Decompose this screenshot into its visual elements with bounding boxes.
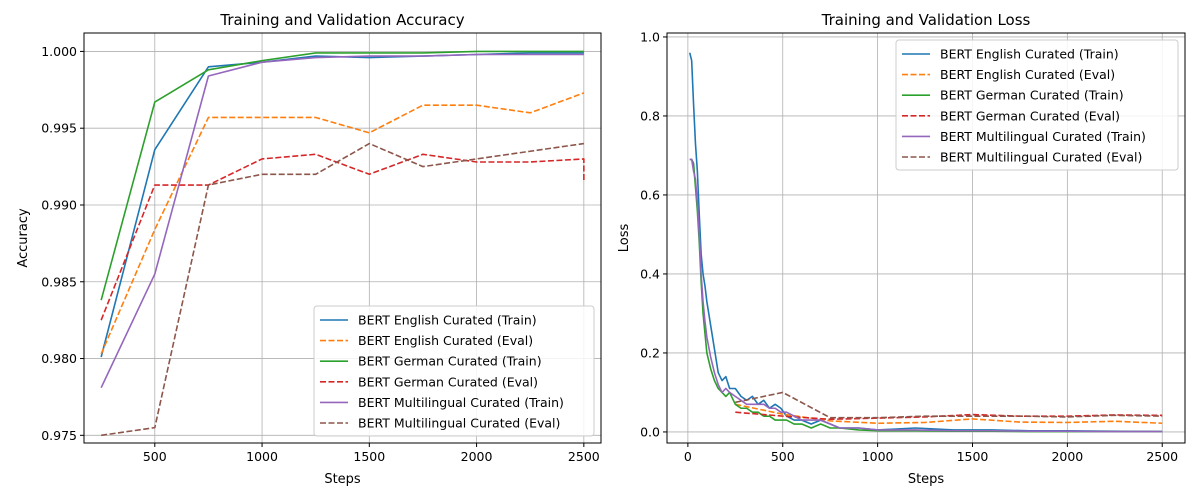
legend-label-5: BERT Multilingual Curated (Eval) [940, 150, 1142, 165]
legend-label-0: BERT English Curated (Train) [358, 313, 537, 328]
series-line-2 [100, 50, 584, 301]
y-tick-label: 1.000 [41, 44, 77, 59]
accuracy-chart: 500 1000 1500 2000 2500 0.975 0.980 0.985 0.990 0… [16, 11, 602, 487]
x-tick-label: 1500 [957, 449, 989, 464]
legend-label-2: BERT German Curated (Train) [358, 354, 542, 369]
series-line-5 [101, 142, 584, 437]
x-tick-label: 2500 [1146, 449, 1178, 464]
y-tick-label: 0.8 [640, 108, 660, 123]
legend-box [895, 39, 1179, 171]
legend-label-4: BERT Multilingual Curated (Train) [358, 395, 564, 410]
legend-label-1: BERT English Curated (Eval) [358, 333, 533, 348]
y-tick-label: 0.980 [41, 351, 77, 366]
series-line-4 [100, 53, 584, 389]
legend-label-2: BERT German Curated (Train) [940, 88, 1124, 103]
chart-title: Training and Validation Accuracy [219, 11, 464, 29]
y-axis-label: Accuracy [16, 208, 31, 268]
x-tick-label: 0 [684, 449, 692, 464]
legend: BERT English Curated (Train) BERT English… [313, 305, 595, 437]
x-tick-label: 1000 [862, 449, 894, 464]
y-tick-label: 0.990 [41, 197, 77, 212]
legend: BERT English Curated (Train) BERT English… [895, 39, 1179, 171]
y-tick-label: 0.0 [640, 424, 660, 439]
series-line-4 [689, 158, 1163, 433]
y-tick-label: 0.2 [640, 345, 660, 360]
y-tick-label: 0.975 [41, 428, 77, 443]
x-axis-label: Steps [908, 472, 945, 487]
x-tick-label: 1500 [353, 449, 385, 464]
plot-frame [666, 32, 1186, 444]
x-axis-label: Steps [324, 472, 361, 487]
legend-label-3: BERT German Curated (Eval) [940, 108, 1120, 123]
x-tick-label: 2000 [461, 449, 493, 464]
y-tick-label: 0.4 [640, 266, 660, 281]
legend-label-4: BERT Multilingual Curated (Train) [940, 129, 1146, 144]
legend-label-1: BERT English Curated (Eval) [940, 67, 1115, 82]
x-tick-label: 500 [771, 449, 795, 464]
chart-title: Training and Validation Loss [821, 11, 1031, 29]
loss-chart: 0 500 1000 1500 2000 2500 0.0 0.2 0.4 0.6 0.8 1.0 Tr… [617, 11, 1186, 487]
legend-box [313, 305, 595, 437]
y-tick-label: 0.995 [41, 121, 77, 136]
x-tick-label: 1000 [246, 449, 278, 464]
legend-label-3: BERT German Curated (Eval) [358, 374, 538, 389]
x-tick-label: 500 [143, 449, 167, 464]
series-group [688, 52, 1163, 433]
series-line-3 [100, 153, 585, 321]
y-axis-label: Loss [617, 224, 632, 253]
x-tick-label: 2000 [1051, 449, 1083, 464]
x-tick-label: 2500 [568, 449, 600, 464]
legend-label-0: BERT English Curated (Train) [940, 47, 1119, 62]
y-tick-label: 0.6 [640, 187, 660, 202]
series-group [100, 50, 585, 437]
y-tick-label: 1.0 [640, 29, 660, 44]
series-line-3 [735, 411, 1163, 421]
legend-label-5: BERT Multilingual Curated (Eval) [358, 416, 560, 431]
y-tick-label: 0.985 [41, 274, 77, 289]
plot-frame [83, 32, 602, 444]
